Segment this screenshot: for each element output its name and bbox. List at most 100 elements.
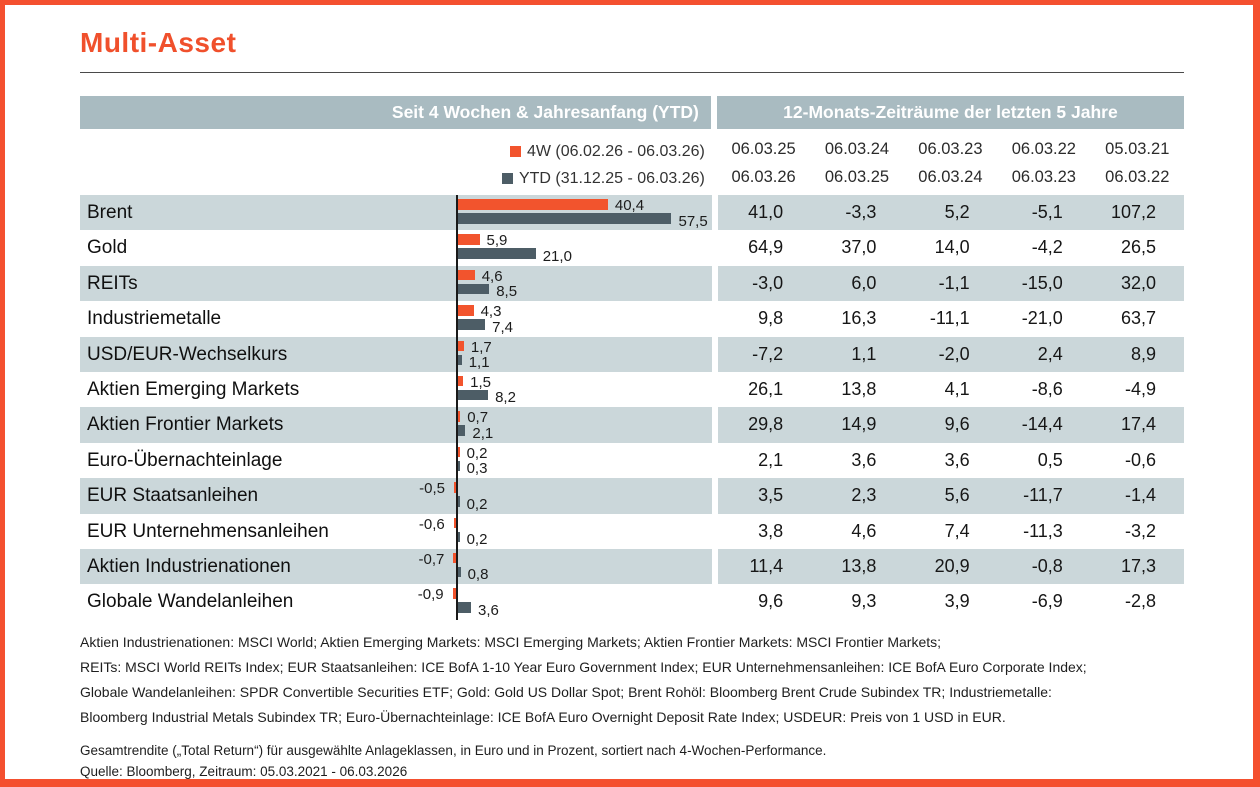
bar-chart-cell: 0,2 0,3 <box>410 442 712 479</box>
row-values-section: 29,8 14,9 9,6 -14,4 17,4 <box>718 407 1184 443</box>
legend-label-4w: 4W (06.02.26 - 06.03.26) <box>526 142 705 160</box>
bar-label-4w: 1,5 <box>470 373 492 391</box>
row-values-section: 64,9 37,0 14,0 -4,2 26,5 <box>718 230 1184 265</box>
bar-label-4w: -0,9 <box>417 586 444 604</box>
period-value-cell: -5,1 <box>1031 202 1063 222</box>
asset-label: EUR Unternehmensanleihen <box>87 520 329 542</box>
bar-4w <box>457 340 464 352</box>
footnote-note: Gesamtrendite („Total Return“) für ausge… <box>80 742 827 758</box>
bar-label-4w: -0,5 <box>419 480 445 498</box>
asset-label: Euro-Übernachteinlage <box>87 449 283 471</box>
row-values-section: 9,8 16,3 -11,1 -21,0 63,7 <box>718 301 1184 336</box>
period-to: 06.03.26 <box>731 168 796 186</box>
bar-chart-cell: -0,5 0,2 <box>410 478 712 514</box>
bar-ytd <box>457 460 460 472</box>
period-value-cell: 29,8 <box>748 414 784 435</box>
period-value-cell: -0,6 <box>1124 449 1157 470</box>
bar-label-ytd: 8,2 <box>495 389 516 407</box>
period-value-cell: 0,5 <box>1037 449 1063 470</box>
legend-label-ytd: YTD (31.12.25 - 06.03.26) <box>518 169 705 187</box>
period-value-cell: -0,8 <box>1031 555 1063 576</box>
period-column: 06.03.23 06.03.24 <box>904 135 997 195</box>
bar-ytd <box>457 496 460 507</box>
period-value-cell: 32,0 <box>1120 272 1157 293</box>
asset-label: USD/EUR-Wechselkurs <box>87 343 288 365</box>
zero-axis-line <box>456 336 458 372</box>
asset-label: Aktien Frontier Markets <box>87 414 284 436</box>
row-left-section: Industriemetalle 4,3 7,4 <box>80 301 712 337</box>
period-value-cell: -1,1 <box>938 272 970 293</box>
period-value-cell: 3,6 <box>851 449 877 470</box>
period-value-cell: -21,0 <box>1021 308 1063 329</box>
bar-label-ytd: 0,2 <box>466 495 488 513</box>
table-row: USD/EUR-Wechselkurs 1,7 1,1 -7,2 1,1 -2,0 2,4 8… <box>80 336 1184 372</box>
period-from: 06.03.22 <box>1011 140 1076 158</box>
table-row: Brent 40,4 57,5 41,0 -3,3 5,2 -5,1 107,2 <box>80 195 1184 231</box>
period-value-cell: 3,9 <box>944 591 970 612</box>
zero-axis-line <box>456 442 458 479</box>
footnote-definitions: Aktien Industrienationen: MSCI World; Ak… <box>80 630 1184 730</box>
table-row: Aktien Emerging Markets 1,5 8,2 26,1 13,8 4,1… <box>80 371 1184 408</box>
footnote-definition-line: Bloomberg Industrial Metals Subindex TR;… <box>80 708 1006 725</box>
bar-label-ytd: 21,0 <box>542 247 572 265</box>
period-value-cell: 5,6 <box>944 485 970 506</box>
period-value-cell: 5,2 <box>944 202 970 222</box>
row-values-section: 26,1 13,8 4,1 -8,6 -4,9 <box>718 372 1184 407</box>
table-header: Seit 4 Wochen & Jahresanfang (YTD) 12-Mo… <box>80 96 1184 129</box>
zero-axis-line <box>456 478 458 514</box>
period-value-cell: 37,0 <box>841 237 877 258</box>
period-value-cell: 64,9 <box>748 237 784 258</box>
bar-4w <box>457 411 461 422</box>
row-left-section: EUR Staatsanleihen -0,5 0,2 <box>80 478 712 514</box>
period-value-cell: 107,2 <box>1110 202 1157 222</box>
row-left-section: USD/EUR-Wechselkurs 1,7 1,1 <box>80 336 712 372</box>
bar-label-ytd: 2,1 <box>472 424 494 442</box>
row-values-section: 9,6 9,3 3,9 -6,9 -2,8 <box>718 584 1184 619</box>
table-row: Aktien Industrienationen -0,7 0,8 11,4 13,8 2… <box>80 548 1184 585</box>
bar-ytd <box>457 319 486 330</box>
bar-4w <box>457 234 480 245</box>
period-headers: 06.03.25 06.03.26 06.03.24 06.03.25 06.03.23… <box>717 129 1184 195</box>
bar-label-4w: 4,6 <box>481 267 503 285</box>
table-row: EUR Staatsanleihen -0,5 0,2 3,5 2,3 5,6 -11,7 -… <box>80 478 1184 514</box>
table-row: EUR Unternehmensanleihen -0,6 0,2 3,8 4,6 7,4… <box>80 513 1184 549</box>
bar-chart-cell: 1,7 1,1 <box>410 336 712 372</box>
period-value-cell: 9,6 <box>944 414 970 435</box>
asset-label: Aktien Industrienationen <box>87 555 291 577</box>
period-value-cell: -6,9 <box>1031 591 1063 612</box>
row-values-section: -3,0 6,0 -1,1 -15,0 32,0 <box>718 265 1184 302</box>
zero-axis-line <box>456 513 458 549</box>
bar-label-ytd: 57,5 <box>678 212 708 230</box>
bar-label-4w: -0,7 <box>418 550 445 568</box>
period-value-cell: 13,8 <box>841 555 877 576</box>
title-divider <box>80 72 1184 73</box>
footnote-source: Quelle: Bloomberg, Zeitraum: 05.03.2021 … <box>80 763 408 779</box>
bar-ytd <box>457 213 672 224</box>
period-value-cell: -8,6 <box>1031 378 1063 399</box>
table-row: Gold 5,9 21,0 64,9 37,0 14,0 -4,2 26,5 <box>80 230 1184 266</box>
bar-4w <box>457 199 608 210</box>
bar-4w <box>457 375 464 387</box>
period-value-cell: 4,6 <box>851 520 877 541</box>
bar-label-ytd: 8,5 <box>496 283 518 301</box>
table-row: Euro-Übernachteinlage 0,2 0,3 2,1 3,6 3,6 0,5 -… <box>80 442 1184 479</box>
period-value-cell: -11,7 <box>1023 485 1063 506</box>
asset-label: Industriemetalle <box>87 308 222 330</box>
asset-label: Gold <box>87 237 128 259</box>
period-value-cell: 16,3 <box>841 308 877 329</box>
footnote-note-source: Gesamtrendite („Total Return“) für ausge… <box>80 740 1184 782</box>
bar-4w <box>457 269 475 281</box>
period-to: 06.03.22 <box>1105 168 1170 186</box>
period-value-cell: 9,3 <box>851 591 877 612</box>
table-row: Industriemetalle 4,3 7,4 9,8 16,3 -11,1 -21,0 6… <box>80 301 1184 337</box>
period-value-cell: -4,2 <box>1031 237 1063 258</box>
row-left-section: Brent 40,4 57,5 <box>80 195 712 231</box>
period-value-cell: -7,2 <box>752 343 784 364</box>
period-to: 06.03.23 <box>1011 168 1076 186</box>
bar-label-ytd: 1,1 <box>468 354 490 372</box>
bar-chart-cell: -0,9 3,6 <box>410 584 712 620</box>
asset-label: Aktien Emerging Markets <box>87 378 300 400</box>
period-from: 05.03.21 <box>1105 140 1170 158</box>
zero-axis-line <box>456 371 458 408</box>
period-to: 06.03.24 <box>918 168 983 186</box>
